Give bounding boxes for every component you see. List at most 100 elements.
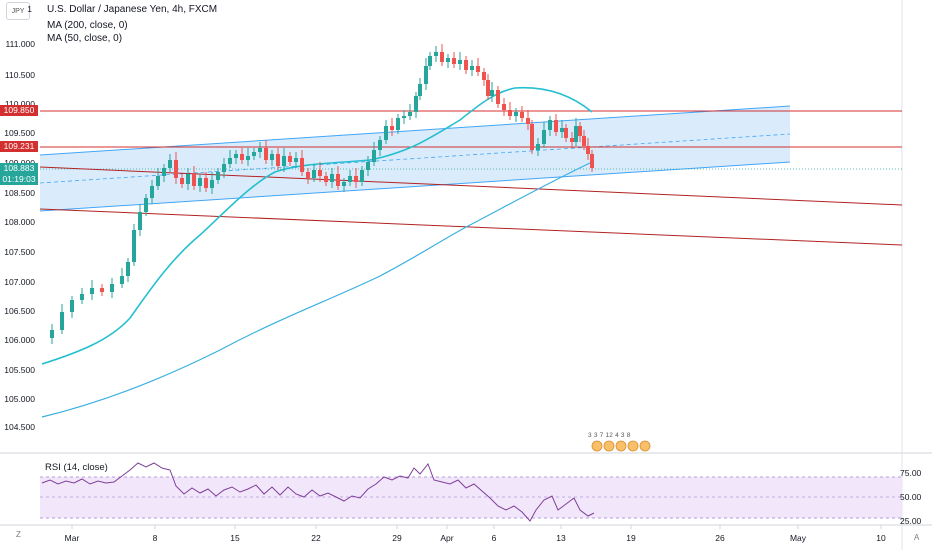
candle-body [258,148,262,152]
time-label: 8 [152,533,158,543]
time-label: 10 [876,533,886,543]
current-price-tag: 108.883 [0,163,38,174]
candle-body [222,164,226,172]
candle-body [548,120,552,130]
candle-body [204,178,208,188]
candle-body [372,150,376,162]
candle-body [490,90,494,96]
candle-body [464,60,468,70]
candle-body [90,288,94,294]
countdown-tag: 01:19:03 [0,174,38,185]
candle-body [440,52,444,62]
time-label: 22 [311,533,321,543]
candle-body [162,168,166,176]
candle-body [414,96,418,112]
candle-body [570,138,574,142]
candle-body [312,170,316,178]
candle-body [264,148,268,160]
candle-body [144,198,148,212]
time-label: 13 [556,533,566,543]
candle-body [318,170,322,176]
ma200-line [41,161,593,418]
candle-body [486,80,490,96]
candle-body [276,154,280,166]
symbol-icon[interactable]: JPY [6,2,30,20]
timezone-toggle[interactable]: Z [16,530,21,539]
candle-body [110,284,114,292]
candle-body [560,128,564,132]
candle-body [60,312,64,330]
price-axis-label: 106.000 [4,335,35,345]
candle-body [330,174,334,182]
candle-body [150,186,154,198]
price-axis-label: 107.500 [4,247,35,257]
candle-body [336,174,340,186]
time-label: 19 [626,533,636,543]
ma200-legend[interactable]: MA (200, close, 0) [47,20,128,31]
price-axis-label: 107.000 [4,277,35,287]
candle-body [574,126,578,142]
trend-line-2[interactable] [39,208,903,246]
time-label: 29 [392,533,402,543]
candle-body [526,118,530,124]
candle-body [590,154,594,168]
candle-body [240,154,244,160]
candlesticks[interactable] [50,44,594,344]
candle-body [418,84,422,96]
ma50-legend[interactable]: MA (50, close, 0) [47,33,123,44]
candle-body [324,176,328,182]
event-counts[interactable]: 3 3 7 12 4 3 8 [588,432,631,439]
price-axis-label: 108.000 [4,217,35,227]
candle-body [434,52,438,56]
candle-body [564,128,568,138]
candle-body [50,330,54,338]
channel-mid-line[interactable] [39,133,791,184]
candle-body [536,144,540,150]
upper-red-tag: 109.850 [0,105,38,116]
candle-body [354,176,358,182]
ma50-line [41,86,593,365]
event-icons[interactable] [591,440,651,452]
candle-body [384,126,388,140]
trend-line-1[interactable] [39,166,903,206]
candle-body [578,126,582,136]
price-axis-label: 105.500 [4,365,35,375]
candle-body [542,130,546,144]
price-axis-label: 105.000 [4,394,35,404]
candle-body [582,136,586,146]
rsi-level-50: 50.00 [900,492,922,502]
price-axis-label: 109.500 [4,128,35,138]
candle-body [138,212,142,230]
candle-body [282,156,286,166]
time-label: 26 [715,533,725,543]
candle-body [306,172,310,178]
candle-body [348,176,352,182]
price-axis-label: 110.000 [4,99,35,109]
candle-body [252,152,256,156]
candle-body [458,60,462,64]
candle-body [360,170,364,182]
price-axis-label: 108.500 [4,188,35,198]
candle-body [126,262,130,276]
candle-body [294,158,298,162]
channel-lower-line[interactable] [39,161,791,212]
candle-body [390,126,394,130]
price-axis-label: 110.500 [4,70,35,80]
candle-body [396,118,400,130]
time-label: May [789,533,807,543]
candle-body [446,58,450,62]
candle-body [156,176,160,186]
chart-title[interactable]: U.S. Dollar / Japanese Yen, 4h, FXCM [47,4,218,15]
candle-body [378,140,382,150]
candle-body [246,156,250,160]
candle-body [366,162,370,170]
rsi-line [41,462,595,522]
rsi-legend[interactable]: RSI (14, close) [45,462,108,473]
candle-body [452,58,456,64]
candle-body [120,276,124,284]
auto-scale-toggle[interactable]: A [914,533,920,542]
candle-body [100,288,104,292]
time-label: 6 [491,533,497,543]
regression-channel[interactable] [40,106,790,211]
